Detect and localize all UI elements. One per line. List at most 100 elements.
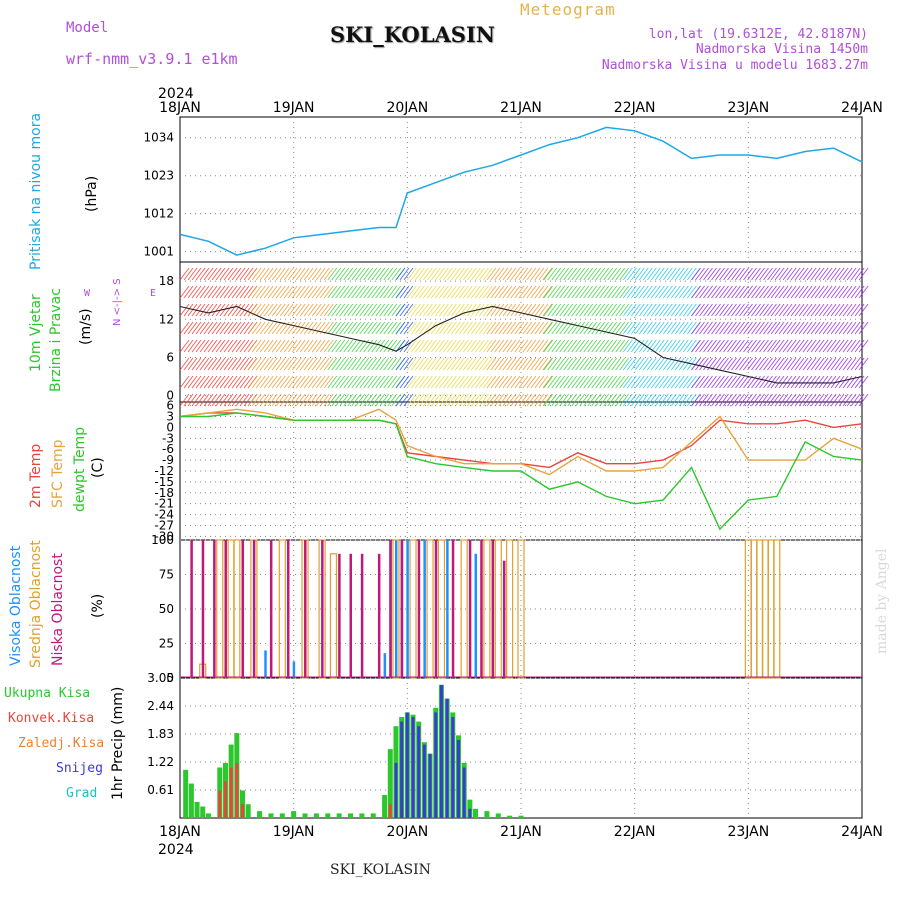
wind-barb <box>858 321 869 335</box>
wind-barb <box>634 375 645 389</box>
wind-barb <box>327 285 338 299</box>
low-cloud-bar <box>241 540 245 678</box>
wind-barb <box>858 303 869 317</box>
wind-barb <box>315 375 326 389</box>
wind-barb <box>810 357 821 371</box>
total-rain-bar <box>188 783 194 818</box>
wind-barb <box>774 321 785 335</box>
wind-barb <box>434 321 445 335</box>
wind-barb <box>303 357 314 371</box>
wind-barb <box>514 393 525 407</box>
wind-barb <box>187 303 198 317</box>
snow-bar <box>394 762 398 818</box>
wind-barb <box>199 375 210 389</box>
wind-barb <box>235 393 246 407</box>
wind-barb <box>838 303 849 317</box>
conv-rain-bar <box>218 790 222 818</box>
wind-barb <box>782 303 793 317</box>
wind-barb <box>686 303 697 317</box>
wind-barb <box>778 357 789 371</box>
wind-barb <box>674 285 685 299</box>
wind-barb <box>735 285 745 299</box>
snow-bar <box>411 717 415 818</box>
wind-barb <box>699 303 709 317</box>
wind-barb <box>339 393 350 407</box>
wind-barb <box>743 339 753 353</box>
wind-barb <box>555 285 566 299</box>
wind-barb <box>315 339 326 353</box>
wind-barb <box>187 339 198 353</box>
wind-barb <box>183 321 194 335</box>
top-day-label: 18JAN <box>159 100 201 116</box>
wind-barb <box>486 339 497 353</box>
wind-barb <box>403 393 414 407</box>
wind-barb <box>414 375 425 389</box>
wind-barb <box>551 357 562 371</box>
wind-barb <box>599 267 610 281</box>
wind-barb <box>642 375 653 389</box>
wind-tick-label: 18 <box>159 274 174 288</box>
wind-barb <box>555 339 566 353</box>
wind-barb <box>291 267 302 281</box>
wind-barb <box>850 357 861 371</box>
wind-barb <box>630 267 641 281</box>
wind-barb <box>543 393 554 407</box>
wind-barb <box>203 321 214 335</box>
wind-barb <box>279 375 290 389</box>
wind-barb <box>470 321 481 335</box>
wind-barb <box>731 321 741 335</box>
wind-barb <box>387 303 398 317</box>
wind-barb <box>247 375 258 389</box>
wind-barb <box>422 375 433 389</box>
wind-barb <box>658 321 669 335</box>
wind-barb <box>619 303 630 317</box>
wind-barb <box>830 321 841 335</box>
wind-barb <box>763 339 773 353</box>
wind-barb <box>215 393 226 407</box>
wind-barb <box>854 303 865 317</box>
wind-barb <box>199 393 210 407</box>
low-cloud-bar <box>269 540 273 678</box>
bottom-day-label: 20JAN <box>386 824 428 840</box>
wind-barb <box>691 393 701 407</box>
wind-barb <box>203 285 214 299</box>
wind-barb <box>691 267 701 281</box>
wind-barb <box>359 303 370 317</box>
wind-barb <box>191 321 202 335</box>
wind-barb <box>446 393 457 407</box>
wind-barb <box>711 285 721 299</box>
temp-tick-label: -9 <box>162 453 174 467</box>
low-cloud-bar <box>480 540 483 678</box>
wind-barb <box>638 357 649 371</box>
wind-barb <box>538 357 549 371</box>
wind-barb <box>271 375 282 389</box>
wind-barb <box>834 321 845 335</box>
wind-barb <box>454 267 465 281</box>
wind-barb <box>323 267 334 281</box>
wind-barb <box>858 267 869 281</box>
wind-barb <box>243 393 254 407</box>
wind-barb <box>215 339 226 353</box>
wind-barb <box>735 393 745 407</box>
wind-barb <box>482 303 493 317</box>
wind-barb <box>379 321 390 335</box>
wind-barb <box>814 375 825 389</box>
wind-barb <box>767 285 777 299</box>
wind-barb <box>482 357 493 371</box>
wind-barb <box>542 267 553 281</box>
wind-barb <box>603 285 614 299</box>
wind-barb <box>275 375 286 389</box>
low-cloud-bar <box>451 540 455 678</box>
wind-barb <box>510 303 521 317</box>
wind-barb <box>195 357 206 371</box>
wind-barb <box>626 321 637 335</box>
wind-barb <box>239 285 250 299</box>
wind-barb <box>219 321 230 335</box>
wind-barb <box>830 285 841 299</box>
wind-barb <box>763 393 773 407</box>
wind-barb <box>343 267 354 281</box>
wind-barb <box>383 375 394 389</box>
wind-barb <box>538 321 549 335</box>
wind-barb <box>351 285 362 299</box>
wind-barb <box>662 339 673 353</box>
